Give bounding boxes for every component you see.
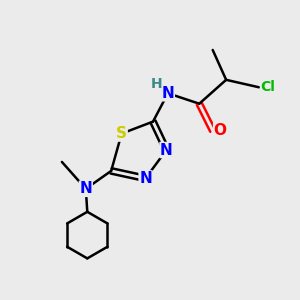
- Text: S: S: [116, 126, 127, 141]
- Text: Cl: Cl: [260, 80, 275, 94]
- Text: N: N: [161, 86, 174, 101]
- Text: O: O: [214, 123, 227, 138]
- Text: H: H: [151, 77, 162, 91]
- Text: N: N: [160, 142, 173, 158]
- Text: N: N: [139, 171, 152, 186]
- Text: N: N: [80, 181, 92, 196]
